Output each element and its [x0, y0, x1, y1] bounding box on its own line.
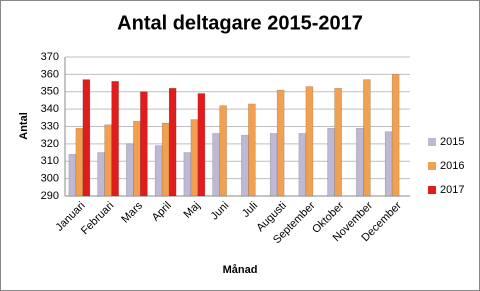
y-tick-label: 340 [41, 103, 59, 115]
y-tick-label: 300 [41, 173, 59, 185]
bar [334, 88, 342, 197]
bar [241, 134, 249, 197]
y-tick-label: 370 [41, 51, 59, 63]
legend-label: 2015 [440, 136, 464, 148]
bar [154, 145, 163, 197]
bar [219, 105, 227, 197]
y-tick-label: 310 [41, 155, 59, 167]
bar [111, 81, 119, 197]
bar [197, 93, 206, 197]
bar [82, 79, 91, 197]
bar [363, 79, 371, 197]
bar [140, 91, 148, 197]
bar [168, 88, 177, 197]
bar [356, 127, 364, 197]
bar [126, 143, 134, 197]
bar [161, 122, 170, 197]
legend-label: 2016 [440, 160, 464, 172]
x-axis-title: Månad [223, 264, 258, 276]
legend-swatch [428, 138, 436, 146]
legend-label: 2017 [440, 184, 464, 196]
y-tick-label: 330 [41, 120, 59, 132]
bar [276, 89, 285, 197]
bar [97, 152, 105, 197]
bar [190, 119, 199, 197]
y-axis-title: Antal [18, 112, 30, 140]
bar [391, 74, 400, 197]
y-tick-label: 290 [41, 190, 59, 202]
legend-swatch [428, 162, 436, 170]
legend-swatch [428, 186, 436, 194]
bar [384, 131, 393, 197]
bar [68, 154, 77, 197]
bar [305, 86, 314, 197]
bar [104, 124, 112, 197]
y-tick-label: 320 [41, 138, 59, 150]
chart-title: Antal deltagare 2015-2017 [117, 12, 363, 34]
bar [133, 121, 141, 197]
bar [183, 152, 192, 197]
y-tick-label: 360 [41, 68, 59, 80]
bar [75, 127, 84, 197]
bar [269, 133, 278, 197]
bar [327, 127, 335, 197]
bar [212, 133, 220, 197]
y-tick-label: 350 [41, 86, 59, 98]
bar [298, 133, 307, 197]
bar [248, 103, 256, 197]
